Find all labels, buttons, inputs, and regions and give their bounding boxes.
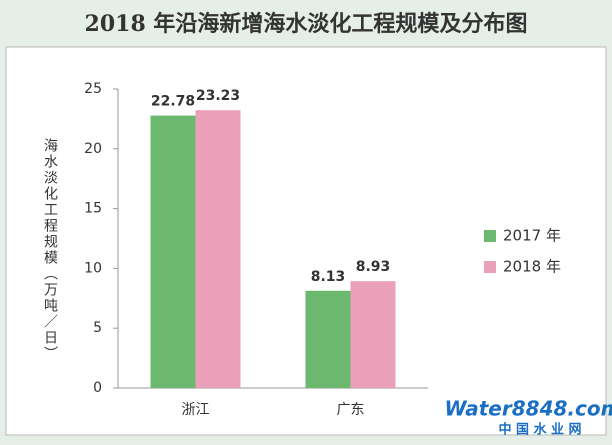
bar xyxy=(150,115,196,388)
bar xyxy=(305,290,351,388)
legend-label: 2017 年 xyxy=(503,227,561,245)
legend-label: 2018 年 xyxy=(503,258,561,276)
y-tick-label: 10 xyxy=(84,260,102,276)
x-tick-label: 浙江 xyxy=(182,402,210,418)
chart-title: 2018 年沿海新增海水淡化工程规模及分布图 xyxy=(85,11,528,37)
y-tick-label: 25 xyxy=(84,81,102,97)
bar xyxy=(350,281,396,388)
value-label: 8.13 xyxy=(311,269,346,285)
y-tick-label: 0 xyxy=(93,380,102,396)
value-label: 8.93 xyxy=(356,259,391,275)
watermark-subtitle: 中 国 水 业 网 xyxy=(498,422,581,438)
y-axis-label: 海水淡化工程规模（万吨／日） xyxy=(42,138,58,362)
y-tick-label: 15 xyxy=(84,201,102,217)
watermark: Water8848.com xyxy=(445,397,612,421)
bar xyxy=(195,110,241,389)
y-tick-label: 20 xyxy=(84,141,102,157)
legend-swatch xyxy=(484,230,496,242)
y-tick-label: 5 xyxy=(93,320,102,336)
value-label: 22.78 xyxy=(151,94,195,110)
value-label: 23.23 xyxy=(196,88,240,104)
legend-swatch xyxy=(484,261,496,273)
x-tick-label: 广东 xyxy=(337,402,365,418)
